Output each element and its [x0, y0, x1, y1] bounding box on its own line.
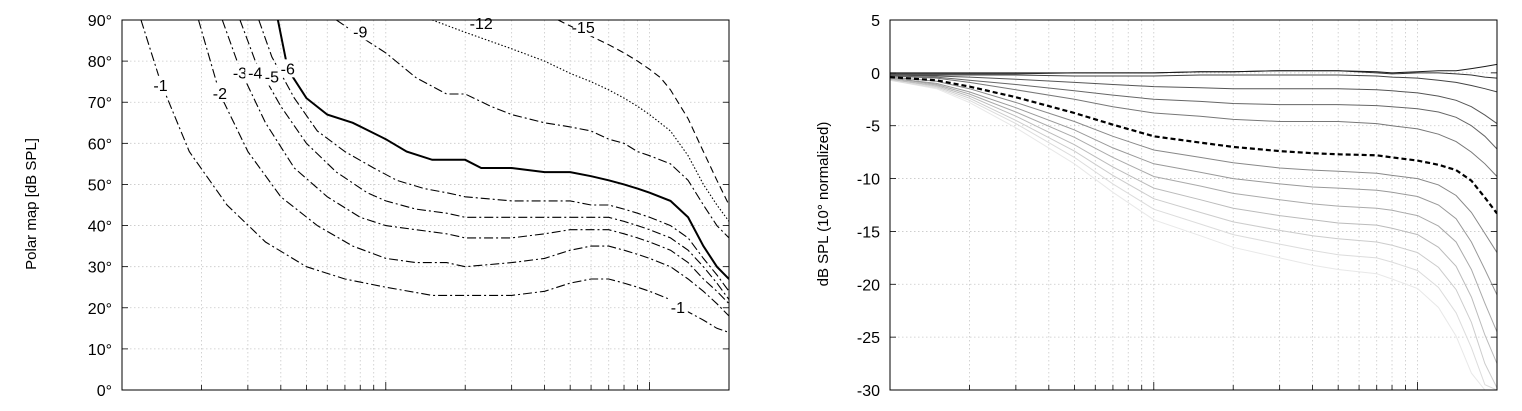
- contour-line: [221, 20, 729, 305]
- left-y-tick-label: 30°: [88, 260, 112, 277]
- response-line: [890, 76, 1497, 253]
- left-y-axis: 0° 10° 20° 30° 40° 50° 60° 70° 80° 90°: [88, 13, 729, 400]
- contour-line: [557, 20, 729, 206]
- contour-line: [336, 20, 729, 239]
- response-line: [890, 75, 1497, 150]
- contour-label: -3: [233, 65, 247, 82]
- contour-label-bg: [573, 18, 594, 37]
- right-x-grid: [969, 20, 1418, 390]
- left-series: [140, 20, 729, 333]
- left-y-tick-label: 80°: [88, 54, 112, 71]
- left-y-tick-label: 20°: [88, 301, 112, 318]
- contour-label-bg: [150, 75, 171, 94]
- contour-label-bg: [209, 84, 230, 102]
- contour-label: -2: [213, 86, 227, 103]
- right-y-tick-label: -20: [857, 277, 880, 294]
- response-line: [890, 74, 1497, 93]
- right-y-tick-label: -10: [857, 172, 880, 189]
- right-series: [890, 63, 1497, 390]
- left-y-tick-label: 70°: [88, 95, 112, 112]
- left-y-tick-label: 40°: [88, 219, 112, 236]
- left-chart-ylabel: Polar map [dB SPL]: [23, 138, 40, 270]
- contour-line: [197, 20, 729, 317]
- contour-label: -15: [572, 20, 595, 37]
- right-chart: 5 0 -5 -10 -15 -20 -25 -30: [857, 13, 1498, 400]
- left-y-tick-label: 50°: [88, 177, 112, 194]
- contour-label: -1: [671, 300, 685, 317]
- right-y-tick-label: -25: [857, 330, 880, 347]
- contour-label-bg: [261, 67, 282, 86]
- contour-line: [432, 20, 729, 222]
- contour-line: [258, 20, 729, 292]
- right-y-tick-label: -30: [857, 383, 880, 400]
- response-line: [890, 79, 1497, 390]
- contour-line: [276, 20, 729, 280]
- right-y-tick-label: -5: [866, 119, 880, 136]
- response-line: [890, 77, 1497, 333]
- left-plot-frame: [121, 19, 730, 391]
- right-y-axis: 5 0 -5 -10 -15 -20 -25 -30: [857, 13, 1497, 400]
- right-y-tick-label: -15: [857, 224, 880, 241]
- contour-label: -1: [153, 78, 167, 95]
- left-chart: 0°10°20°30°40°50°60°70°80°90°-1-1-2-3 -4-…: [88, 13, 730, 400]
- response-line: [890, 78, 1497, 364]
- contour-label: -12: [470, 16, 493, 33]
- contour-label-bg: [277, 59, 298, 78]
- contour-label-bg: [229, 63, 250, 82]
- contour-line: [140, 20, 729, 333]
- left-contour-labels: -1 -1 -2 -3 -4 -5 -6 -9 -12 -15: [150, 14, 688, 317]
- response-line: [890, 63, 1497, 74]
- response-line: [890, 77, 1497, 296]
- contour-label: -4: [248, 65, 262, 82]
- contour-label-bg: [350, 22, 371, 41]
- contour-label-bg: [471, 14, 492, 33]
- right-plot-frame: [889, 19, 1498, 391]
- right-chart-ylabel: dB SPL (10° normalized): [815, 122, 832, 287]
- contour-label: -5: [265, 70, 279, 87]
- contour-label-bg: [245, 63, 266, 82]
- response-line: [890, 75, 1497, 177]
- left-y-tick-label: 10°: [88, 342, 112, 359]
- response-line: [890, 74, 1497, 125]
- response-line: [890, 78, 1497, 389]
- contour-line: [239, 20, 729, 300]
- reference-line: [890, 76, 1497, 215]
- contour-label: -9: [353, 24, 367, 41]
- contour-label: -6: [281, 61, 295, 78]
- response-line: [890, 79, 1497, 390]
- left-y-tick-label: 90°: [88, 13, 112, 30]
- left-y-tick-label: 0°: [97, 383, 112, 400]
- right-y-tick-label: 0: [871, 66, 880, 83]
- contour-label-bg: [667, 297, 688, 316]
- right-y-tick-label: 5: [871, 13, 880, 30]
- left-y-tick-label: 60°: [88, 136, 112, 153]
